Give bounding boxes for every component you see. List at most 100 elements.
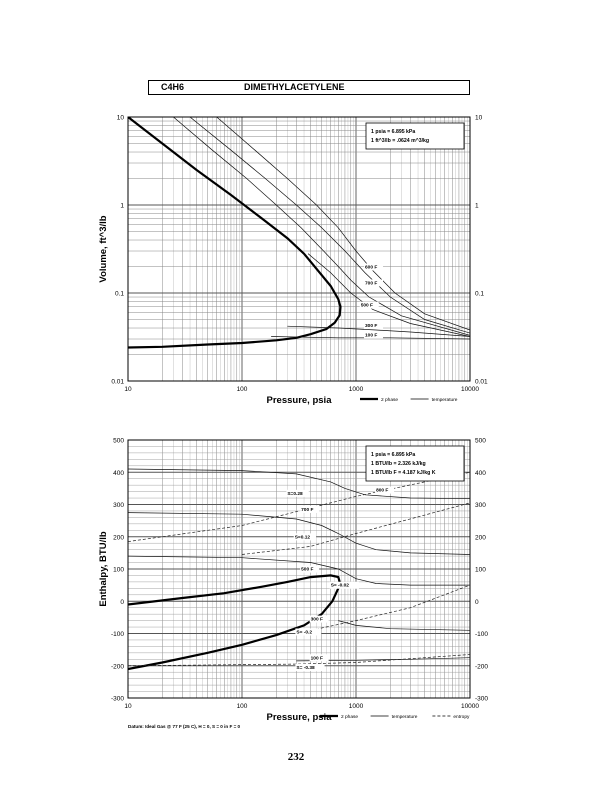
x-axis-label: Pressure, psia: [267, 712, 333, 723]
grid-lines: [127, 439, 470, 699]
legend-label: entropy: [453, 714, 470, 720]
x-tick-label: 10000: [461, 703, 479, 710]
curve-annotation: 100 F: [311, 655, 323, 661]
annotation-bg: [300, 565, 320, 573]
x-tick-label: 100: [237, 703, 248, 710]
x-tick-label: 1000: [349, 703, 364, 710]
curve-annotation: 100 F: [365, 333, 377, 339]
curve-annotation: S= -0.38: [296, 665, 315, 671]
y-tick-label-right: -100: [475, 631, 488, 638]
annotation-bg: [286, 489, 309, 497]
y-tick-label-right: 500: [475, 438, 486, 445]
x-axis-label: Pressure, psia: [267, 395, 333, 406]
x-tick-label: 1000: [349, 386, 364, 393]
curve-annotation: 700 F: [301, 507, 313, 513]
legend-label: temperature: [392, 714, 418, 720]
units-info-line: 1 psia = 6.895 kPa: [371, 129, 415, 135]
plot-frame: [127, 439, 471, 699]
y-tick-label: 500: [113, 438, 124, 445]
isotherm-line: [128, 555, 470, 586]
isotherm-line: [128, 512, 470, 555]
y-axis-label: Enthalpy, BTU/lb: [98, 531, 109, 606]
y-tick-label-right: 0.1: [475, 291, 484, 298]
annotation-bg: [329, 581, 359, 589]
curve-annotation: 300 F: [311, 617, 323, 623]
annotation-bg: [295, 628, 322, 636]
annotation-bg: [364, 263, 384, 271]
curve-annotation: 500 F: [361, 303, 373, 309]
curve-annotation: S= -0.2: [296, 630, 312, 636]
y-tick-label: 200: [113, 534, 124, 541]
curve-annotation: 600 F: [365, 264, 377, 270]
y-tick-label-right: 10: [475, 115, 483, 122]
compound-name: DIMETHYLACETYLENE: [244, 82, 345, 92]
units-info-line: 1 BTU/lb = 2.326 kJ/kg: [371, 461, 426, 467]
plot-frame: [127, 116, 471, 382]
annotation-bg: [375, 486, 395, 494]
volume-pressure-chart: 10 100 1000 10000 10 10 1 1 0.1 0.1 0.01 0.01 Pressu…: [98, 115, 488, 407]
y-tick-label: 1: [120, 203, 124, 210]
two-phase-dome: [128, 117, 342, 349]
y-axis-label: Volume, ft^3/lb: [98, 215, 109, 282]
annotation-bg: [309, 615, 329, 623]
units-info-line: 1 ft^3/lb = .0624 m^3/kg: [371, 138, 429, 144]
y-tick-label: 100: [113, 567, 124, 574]
x-tick-label: 10: [124, 386, 132, 393]
entropy-line: [241, 502, 470, 555]
isotherm-line: [338, 620, 470, 631]
entropy-line: [296, 584, 470, 634]
curve-annotation: 500 F: [301, 567, 313, 573]
curve-annotation: 300 F: [365, 323, 377, 329]
isotherm-line: [216, 117, 470, 331]
annotation-bg: [364, 331, 384, 339]
curve-annotation: S=0.12: [295, 534, 311, 540]
entropy-line: [128, 654, 470, 667]
y-tick-label-right: 200: [475, 534, 486, 541]
isotherm-line: [189, 117, 470, 334]
isotherm-line: [173, 117, 470, 336]
annotation-bg: [300, 505, 320, 513]
entropy-line: [128, 471, 470, 542]
annotation-bg: [364, 279, 384, 287]
y-tick-label: 300: [113, 502, 124, 509]
legend-label: 2 phase: [341, 714, 358, 720]
y-tick-label: 400: [113, 470, 124, 477]
units-info-line: 1 BTU/lb F = 4.187 kJ/kg K: [371, 470, 436, 476]
isotherm-line: [128, 468, 470, 500]
y-tick-label-right: 0.01: [475, 379, 488, 386]
y-tick-label: 10: [117, 115, 125, 122]
y-tick-label-right: 400: [475, 470, 486, 477]
units-info-box: [365, 445, 465, 482]
y-tick-label: -300: [111, 696, 124, 703]
y-tick-label: 0: [120, 599, 124, 606]
chemical-formula: C4H6: [161, 82, 185, 92]
x-tick-label: 10000: [461, 386, 479, 393]
curve-annotation: 800 F: [376, 488, 388, 494]
datum-note: Datum: Ideal Gas @ 77 F (25 C), H = 0, S…: [128, 724, 241, 729]
annotation-bg: [359, 301, 379, 309]
y-tick-label-right: -200: [475, 663, 488, 670]
curve-annotation: S=0.28: [287, 491, 303, 497]
y-tick-label-right: -300: [475, 696, 488, 703]
isotherm-line: [287, 325, 470, 337]
x-tick-label: 100: [237, 386, 248, 393]
curve-annotation: S= -0.02: [331, 583, 350, 589]
annotation-bg: [295, 663, 325, 671]
y-tick-label-right: 100: [475, 567, 486, 574]
chart-title-box: C4H6 DIMETHYLACETYLENE: [148, 80, 470, 95]
units-info-box: [365, 122, 465, 150]
y-tick-label: 0.01: [111, 379, 124, 386]
curves: [128, 117, 470, 349]
curve-annotation: 700 F: [365, 280, 377, 286]
y-tick-label-right: 1: [475, 203, 479, 210]
y-tick-label-right: 300: [475, 502, 486, 509]
x-tick-label: 10: [124, 703, 132, 710]
y-tick-label: -200: [111, 663, 124, 670]
y-tick-label: 0.1: [115, 291, 124, 298]
y-tick-label-right: 0: [475, 599, 479, 606]
annotation-bg: [309, 654, 329, 662]
legend-label: temperature: [432, 397, 458, 403]
units-info-line: 1 psia = 6.895 kPa: [371, 452, 415, 458]
